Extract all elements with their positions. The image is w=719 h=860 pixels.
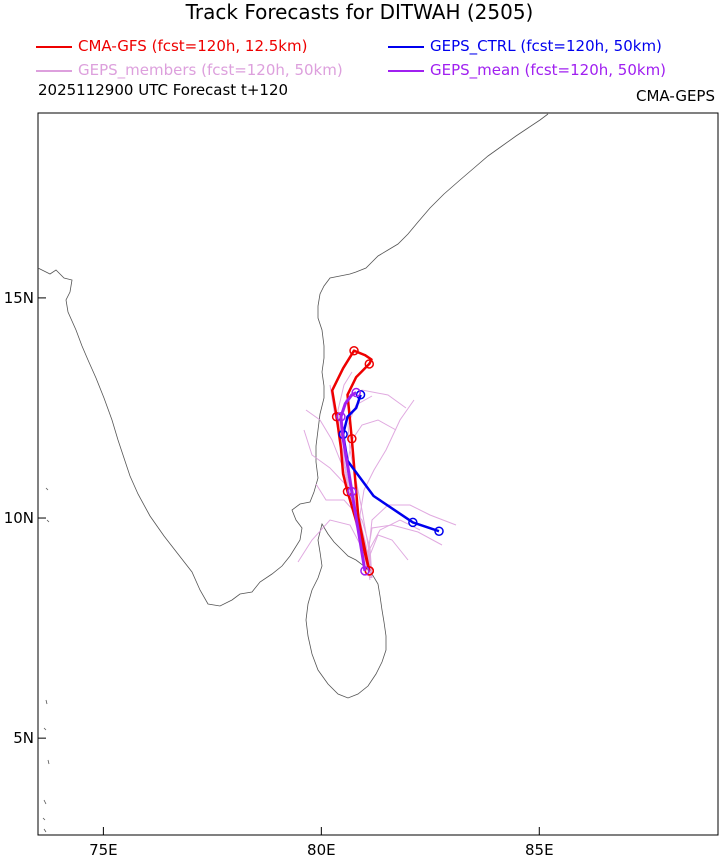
y-tick-label: 10N (4, 509, 34, 527)
coastline (37, 113, 549, 833)
x-tick-label: 80E (307, 841, 336, 859)
y-tick-label: 15N (4, 289, 34, 307)
x-tick-label: 85E (525, 841, 554, 859)
cyclone-marker-icon (408, 517, 418, 528)
legend-label-geps-mean: GEPS_mean (fcst=120h, 50km) (430, 61, 667, 79)
map-frame (37, 112, 719, 836)
forecast-init-time: 2025112900 UTC Forecast t+120 (38, 81, 289, 99)
cyclone-marker-icon (364, 566, 375, 576)
legend-swatch-cma-gfs (36, 46, 72, 48)
cyclone-marker-icon (347, 486, 357, 497)
cyclone-marker-icon (349, 345, 359, 356)
legend-label-cma-gfs: CMA-GFS (fcst=120h, 12.5km) (78, 37, 308, 55)
legend-swatch-geps-mean (388, 70, 424, 72)
chart-title: Track Forecasts for DITWAH (2505) (185, 0, 534, 24)
track-geps-mean (339, 391, 367, 572)
cyclone-marker-icon (434, 526, 444, 536)
cyclone-marker-icon (336, 412, 346, 422)
legend-label-geps-members: GEPS_members (fcst=120h, 50km) (78, 61, 343, 79)
legend-swatch-geps-ctrl (388, 46, 424, 48)
cyclone-marker-icon (351, 387, 361, 398)
legend-swatch-geps-members (36, 70, 72, 72)
y-tick-label: 5N (13, 729, 34, 747)
x-tick-label: 75E (89, 841, 118, 859)
cyclone-marker-icon (364, 359, 375, 369)
legend-label-geps-ctrl: GEPS_CTRL (fcst=120h, 50km) (430, 37, 662, 55)
cyclone-marker-icon (360, 566, 370, 576)
model-name: CMA-GEPS (636, 87, 715, 105)
cyclone-marker-icon (347, 434, 357, 444)
